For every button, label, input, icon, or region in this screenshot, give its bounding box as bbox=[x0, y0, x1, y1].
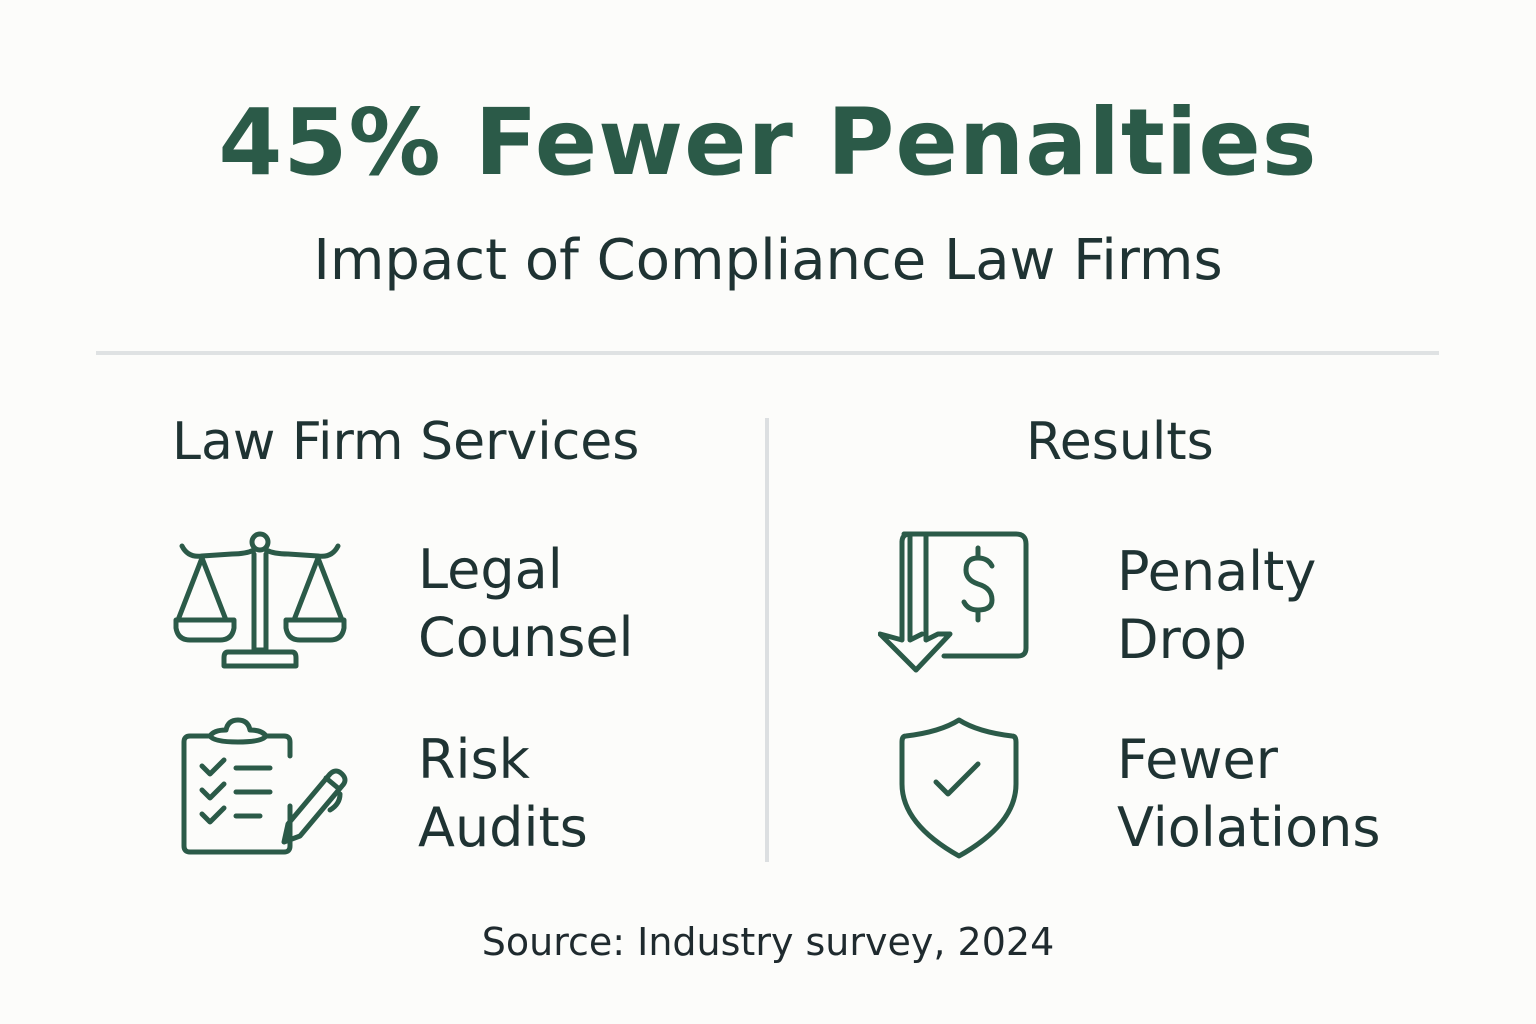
penalty-drop-label: Penalty Drop bbox=[1117, 538, 1316, 674]
headline-title: 45% Fewer Penalties bbox=[218, 89, 1318, 196]
fewer-violations-label: Fewer Violations bbox=[1117, 726, 1380, 862]
label-line-1: Legal bbox=[418, 538, 563, 601]
scales-of-justice-icon bbox=[172, 528, 348, 674]
results-heading: Results bbox=[1026, 412, 1214, 472]
services-heading: Law Firm Services bbox=[172, 412, 640, 472]
subtitle: Impact of Compliance Law Firms bbox=[313, 228, 1223, 293]
label-line-2: Audits bbox=[418, 796, 588, 859]
label-line-2: Counsel bbox=[418, 606, 634, 669]
clipboard-checklist-pencil-icon bbox=[180, 716, 350, 858]
label-line-2: Violations bbox=[1117, 796, 1381, 859]
legal-counsel-label: Legal Counsel bbox=[418, 536, 634, 672]
label-line-1: Penalty bbox=[1117, 540, 1317, 603]
source-citation: Source: Industry survey, 2024 bbox=[481, 920, 1055, 964]
label-line-2: Drop bbox=[1117, 608, 1247, 671]
dollar-down-arrow-icon bbox=[878, 530, 1030, 676]
horizontal-divider bbox=[96, 351, 1439, 355]
risk-audits-label: Risk Audits bbox=[418, 726, 588, 862]
vertical-divider bbox=[765, 418, 769, 862]
shield-check-icon bbox=[896, 714, 1022, 862]
label-line-1: Fewer bbox=[1117, 728, 1278, 791]
label-line-1: Risk bbox=[418, 728, 530, 791]
